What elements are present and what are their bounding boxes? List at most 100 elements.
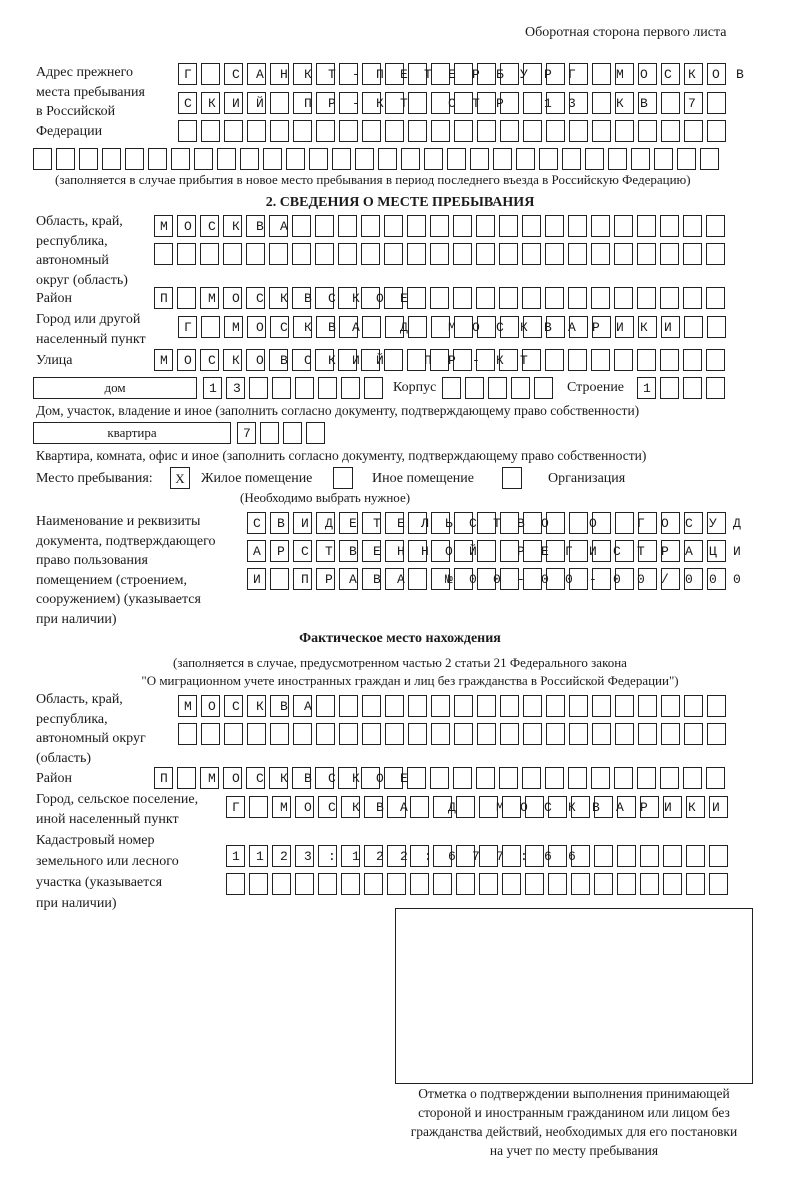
char-cell[interactable]: [585, 148, 604, 170]
char-cell[interactable]: [707, 540, 726, 562]
char-cell[interactable]: [617, 873, 636, 895]
char-cell[interactable]: [637, 767, 656, 789]
char-cell[interactable]: [378, 148, 397, 170]
char-cell[interactable]: [247, 316, 266, 338]
char-cell[interactable]: [546, 568, 565, 590]
char-cell[interactable]: [178, 695, 197, 717]
char-cell[interactable]: [364, 377, 383, 399]
char-cell[interactable]: [663, 845, 682, 867]
char-cell[interactable]: [240, 148, 259, 170]
char-cell[interactable]: [684, 92, 703, 114]
char-cell[interactable]: [571, 873, 590, 895]
char-cell[interactable]: [362, 63, 381, 85]
char-cell[interactable]: [706, 243, 725, 265]
char-cell[interactable]: [338, 767, 357, 789]
char-cell[interactable]: [292, 243, 311, 265]
char-cell[interactable]: [270, 723, 289, 745]
char-cell[interactable]: [224, 695, 243, 717]
char-cell[interactable]: [178, 63, 197, 85]
char-cell[interactable]: [477, 63, 496, 85]
char-cell[interactable]: [684, 695, 703, 717]
char-cell[interactable]: [226, 796, 245, 818]
char-cell[interactable]: [569, 512, 588, 534]
char-cell[interactable]: [615, 695, 634, 717]
char-cell[interactable]: [431, 92, 450, 114]
char-cell[interactable]: [295, 796, 314, 818]
char-cell[interactable]: [125, 148, 144, 170]
char-cell[interactable]: [569, 695, 588, 717]
char-cell[interactable]: [177, 287, 196, 309]
char-cell[interactable]: [385, 540, 404, 562]
char-cell[interactable]: [293, 568, 312, 590]
char-cell[interactable]: [200, 349, 219, 371]
char-cell[interactable]: [293, 63, 312, 85]
char-cell[interactable]: [246, 349, 265, 371]
char-cell[interactable]: [525, 796, 544, 818]
char-cell[interactable]: [684, 120, 703, 142]
char-cell[interactable]: [640, 873, 659, 895]
char-cell[interactable]: [454, 120, 473, 142]
char-cell[interactable]: [316, 723, 335, 745]
char-cell[interactable]: [408, 540, 427, 562]
char-cell[interactable]: [339, 92, 358, 114]
char-cell[interactable]: [293, 540, 312, 562]
char-cell[interactable]: [431, 568, 450, 590]
char-cell[interactable]: [247, 92, 266, 114]
char-cell[interactable]: [615, 63, 634, 85]
char-cell[interactable]: [408, 120, 427, 142]
char-cell[interactable]: [318, 377, 337, 399]
char-cell[interactable]: [355, 148, 374, 170]
char-cell[interactable]: [224, 92, 243, 114]
char-cell[interactable]: [677, 148, 696, 170]
char-cell[interactable]: [615, 120, 634, 142]
char-cell[interactable]: [384, 243, 403, 265]
char-cell[interactable]: [226, 377, 245, 399]
char-cell[interactable]: [571, 796, 590, 818]
char-cell[interactable]: [178, 92, 197, 114]
char-cell[interactable]: [410, 796, 429, 818]
char-cell[interactable]: [316, 316, 335, 338]
char-cell[interactable]: [246, 287, 265, 309]
char-cell[interactable]: [686, 845, 705, 867]
char-cell[interactable]: [638, 512, 657, 534]
char-cell[interactable]: [523, 120, 542, 142]
char-cell[interactable]: [102, 148, 121, 170]
char-cell[interactable]: [408, 512, 427, 534]
char-cell[interactable]: [638, 316, 657, 338]
char-cell[interactable]: [316, 568, 335, 590]
char-cell[interactable]: [177, 243, 196, 265]
char-cell[interactable]: [361, 349, 380, 371]
char-cell[interactable]: [201, 695, 220, 717]
char-cell[interactable]: [663, 873, 682, 895]
char-cell[interactable]: [272, 377, 291, 399]
char-cell[interactable]: [477, 316, 496, 338]
char-cell[interactable]: [500, 63, 519, 85]
char-cell[interactable]: [295, 377, 314, 399]
char-cell[interactable]: [479, 796, 498, 818]
char-cell[interactable]: [408, 568, 427, 590]
char-cell[interactable]: [545, 215, 564, 237]
char-cell[interactable]: [292, 767, 311, 789]
char-cell[interactable]: [338, 215, 357, 237]
char-cell[interactable]: [502, 796, 521, 818]
char-cell[interactable]: [500, 120, 519, 142]
char-cell[interactable]: [316, 540, 335, 562]
char-cell[interactable]: [223, 243, 242, 265]
char-cell[interactable]: [453, 767, 472, 789]
char-cell[interactable]: [500, 568, 519, 590]
char-cell[interactable]: [546, 723, 565, 745]
char-cell[interactable]: [516, 148, 535, 170]
char-cell[interactable]: [591, 287, 610, 309]
char-cell[interactable]: [453, 215, 472, 237]
char-cell[interactable]: [401, 148, 420, 170]
char-cell[interactable]: [546, 316, 565, 338]
char-cell[interactable]: [224, 316, 243, 338]
char-cell[interactable]: [362, 695, 381, 717]
char-cell[interactable]: [341, 796, 360, 818]
char-cell[interactable]: [408, 92, 427, 114]
char-cell[interactable]: [387, 873, 406, 895]
char-cell[interactable]: [293, 92, 312, 114]
char-cell[interactable]: [272, 873, 291, 895]
char-cell[interactable]: [661, 120, 680, 142]
char-cell[interactable]: [318, 845, 337, 867]
